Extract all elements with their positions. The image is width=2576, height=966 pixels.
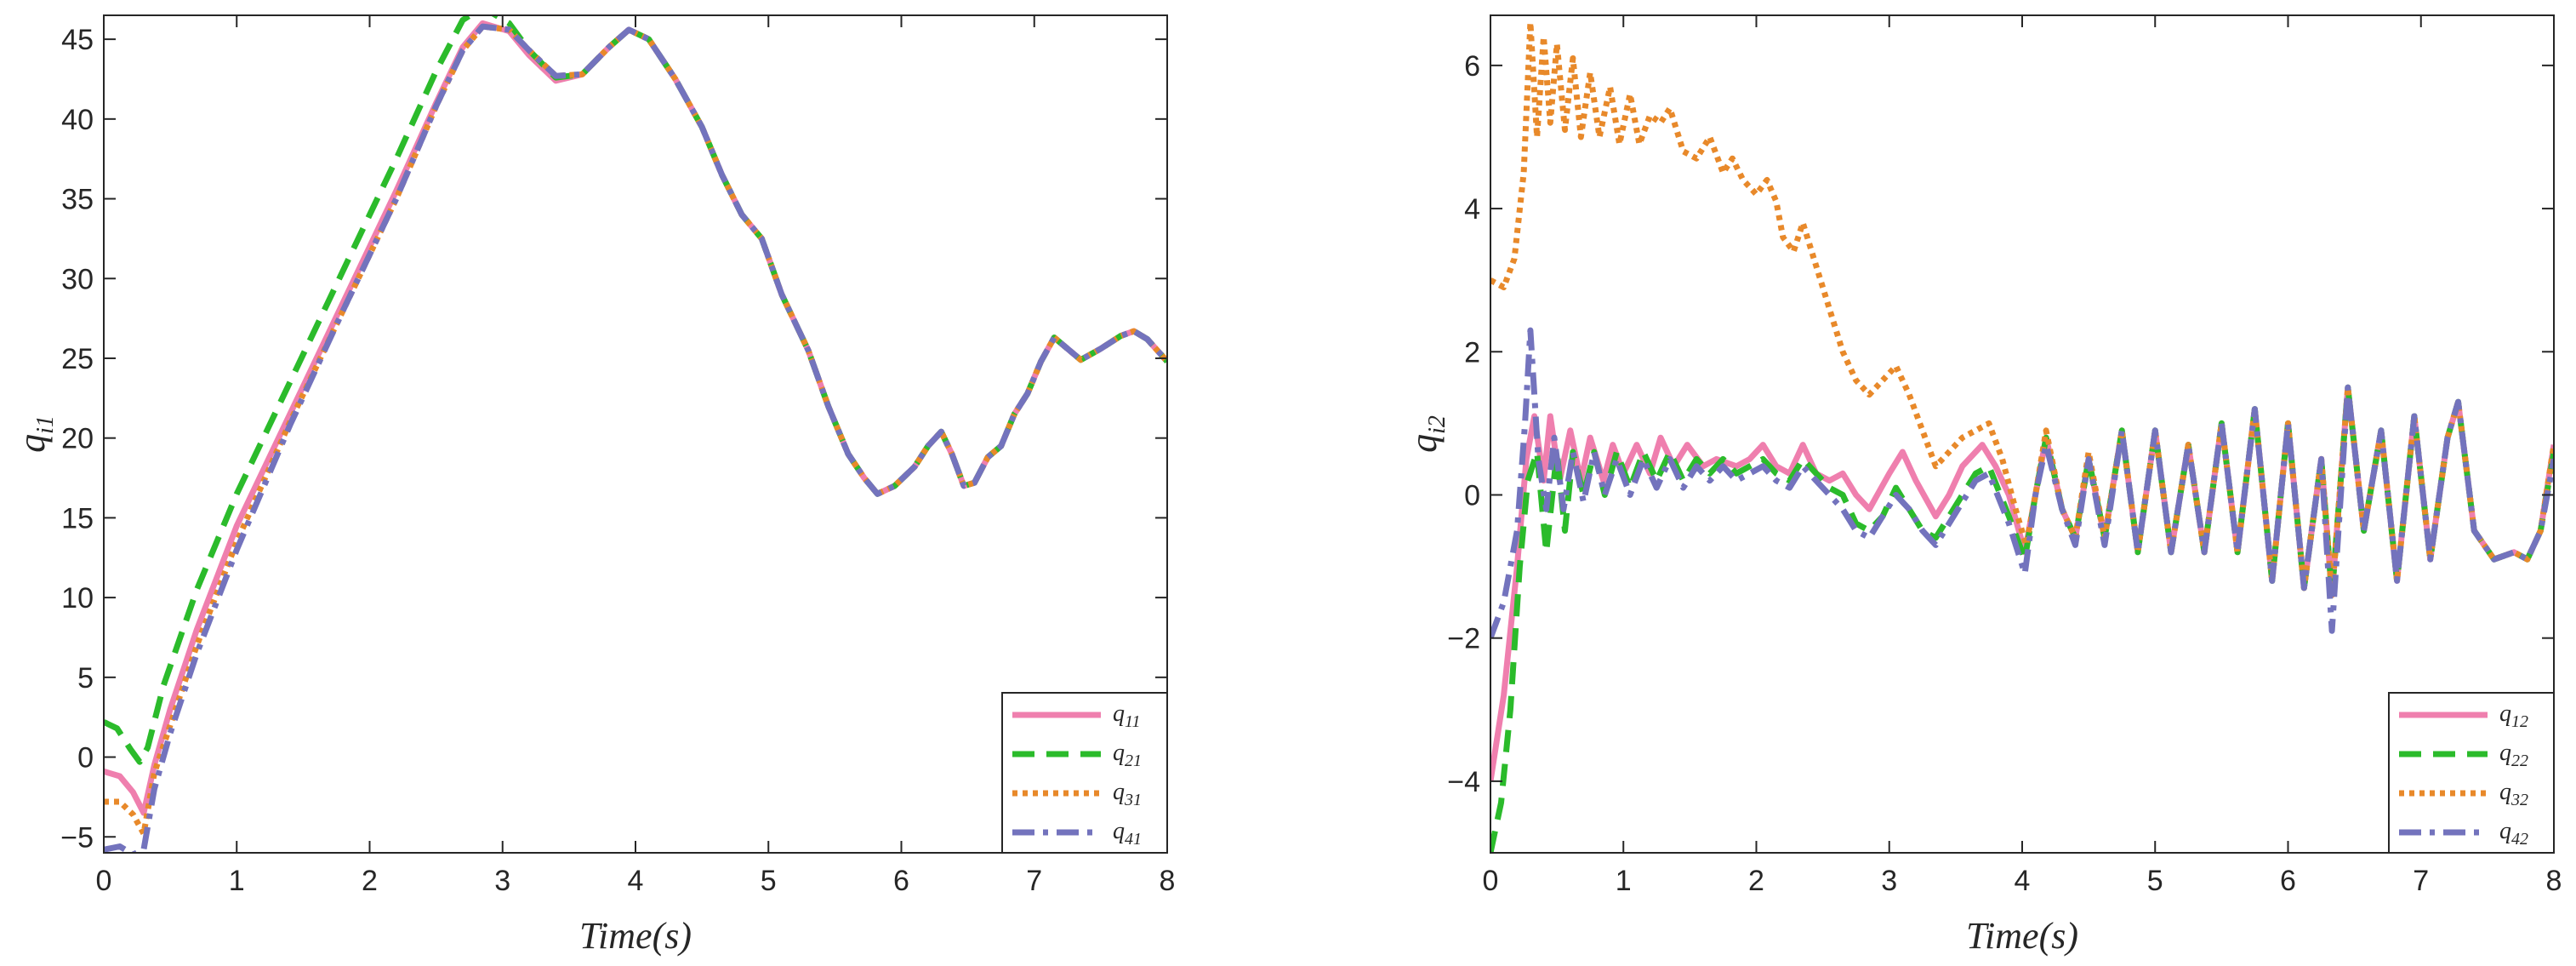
y-tick-label: 15 [61,502,94,534]
x-tick-label: 6 [893,865,909,897]
x-tick-label: 7 [1026,865,1042,897]
plot-area [1490,15,2554,853]
y-axis-title-main: q [1403,434,1445,453]
x-tick-label: 4 [628,865,644,897]
legend-label-q21: q21 [1113,740,1142,770]
x-tick-label: 1 [229,865,245,897]
y-tick-label: −4 [1447,766,1480,798]
legend-label-q11: q11 [1113,700,1141,731]
y-axis-title-subscript: i1 [32,415,59,434]
legend-label-q41: q41 [1113,818,1142,849]
x-tick-label: 2 [362,865,378,897]
y-tick-label: 2 [1464,336,1480,369]
x-tick-label: 2 [1748,865,1764,897]
legend-label-q42: q42 [2499,818,2528,849]
legend-label-q31: q31 [1113,779,1142,809]
y-tick-label: 0 [77,742,94,775]
x-axis-title: Time(s) [1966,915,2078,957]
y-tick-label: −5 [60,821,94,854]
y-tick-label: 6 [1464,50,1480,83]
series-line-q42 [1490,327,2554,639]
y-tick-label: 25 [61,343,94,375]
y-tick-label: 0 [1464,479,1480,512]
x-tick-label: 8 [1160,865,1176,897]
left-plot-qi1: 0 1 2 3 4 5 6 7 8−5051015202530354045Time(s)qi1q… [11,14,1176,957]
x-tick-label: 3 [1881,865,1897,897]
y-tick-label: 20 [61,423,94,455]
x-tick-label: 0 [1483,865,1499,897]
legend: q12 q22 q32 q42 [2388,692,2555,854]
x-tick-label: 5 [2147,865,2163,897]
y-tick-label: 4 [1464,193,1480,226]
y-tick-label: −2 [1447,623,1480,655]
series-group [104,15,1167,853]
x-tick-label: 7 [2413,865,2429,897]
y-tick-label: 5 [77,662,94,694]
legend-label-q32: q32 [2499,779,2528,809]
series-line-q41 [104,23,1167,853]
x-tick-label: 4 [2015,865,2031,897]
y-tick-label: 30 [61,263,94,295]
y-tick-label: 10 [61,582,94,614]
y-axis-title: qi1 [11,415,59,453]
series-line-q32 [1490,19,2554,598]
series-group [1490,19,2554,853]
y-tick-label: 35 [61,184,94,216]
legend-box [1001,692,1168,854]
y-axis-title-subscript: i2 [1424,415,1450,434]
y-axis-title: qi2 [1403,415,1450,453]
legend-label-q12: q12 [2499,700,2528,731]
y-tick-label: 45 [61,24,94,56]
legend-box [2388,692,2555,854]
x-tick-label: 6 [2280,865,2296,897]
series-line-q22 [1490,384,2554,853]
right-plot-qi2: 0 1 2 3 4 5 6 7 8 −4 −2 0 2 4 6 Time(s) qi2 q12 q22 q32 q42 [1403,14,2562,957]
legend-label-q22: q22 [2499,740,2528,770]
y-axis-title-main: q [11,434,53,453]
x-tick-label: 8 [2546,865,2562,897]
legend: q11 q21 q31 q41 [1001,692,1168,854]
x-axis-title: Time(s) [579,915,692,957]
x-tick-label: 3 [494,865,510,897]
x-tick-label: 5 [761,865,777,897]
x-tick-label: 1 [1616,865,1632,897]
x-tick-label: 0 [96,865,112,897]
y-tick-label: 40 [61,104,94,136]
